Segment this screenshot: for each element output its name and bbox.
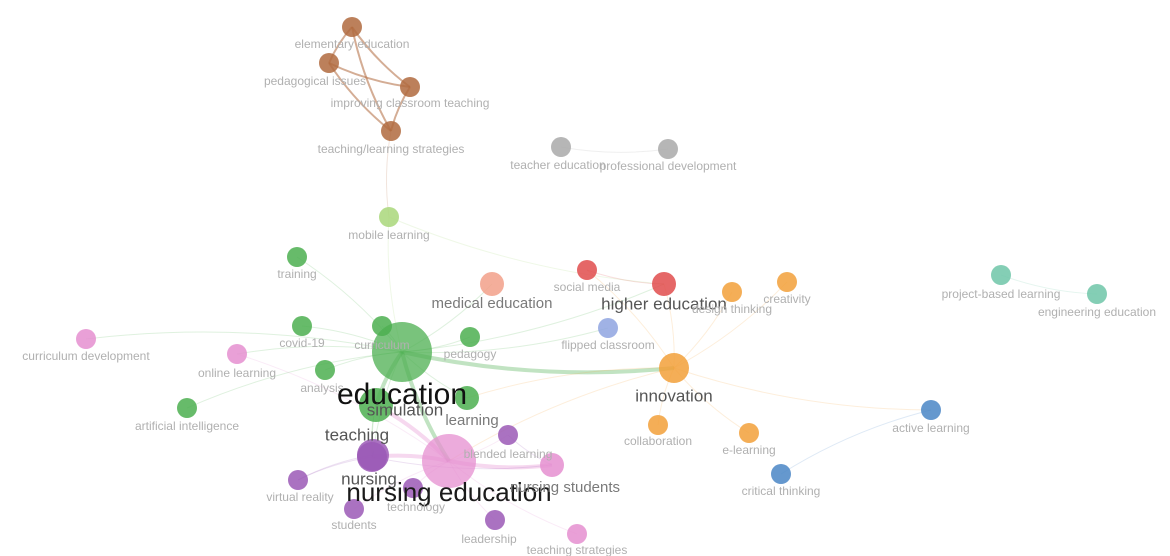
node-simulation[interactable]	[359, 388, 393, 422]
node-improving-classroom-teaching[interactable]	[400, 77, 420, 97]
edge-innovation-learning	[466, 367, 675, 399]
label-design-thinking: design thinking	[692, 302, 772, 316]
label-medical-education: medical education	[432, 295, 553, 312]
node-active-learning[interactable]	[921, 400, 941, 420]
label-elementary-education: elementary education	[295, 37, 410, 51]
edge-nursing-education-online-learning	[236, 353, 450, 462]
label-higher-education: higher education	[601, 294, 727, 313]
edge-education-innovation	[401, 350, 675, 375]
label-artificial-intelligence: artificial intelligence	[135, 419, 239, 433]
node-students[interactable]	[344, 499, 364, 519]
edge-innovation-creativity	[673, 281, 788, 369]
label-blended-learning: blended learning	[464, 447, 553, 461]
node-pedagogical-issues[interactable]	[319, 53, 339, 73]
label-learning: learning	[445, 412, 498, 429]
node-social-media[interactable]	[577, 260, 597, 280]
node-teaching-strategies[interactable]	[567, 524, 587, 544]
label-social-media: social media	[554, 280, 621, 294]
node-higher-education[interactable]	[652, 272, 676, 296]
label-creativity: creativity	[763, 292, 810, 306]
node-online-learning[interactable]	[227, 344, 247, 364]
label-students: students	[331, 518, 376, 532]
label-covid-19: covid-19	[279, 336, 325, 350]
node-design-thinking[interactable]	[722, 282, 742, 302]
label-collaboration: collaboration	[624, 434, 692, 448]
label-teaching-strategies: teaching strategies	[527, 543, 628, 556]
label-nursing-students: nursing students	[510, 479, 620, 496]
label-curriculum: curriculum	[354, 338, 409, 352]
node-nursing[interactable]	[357, 442, 387, 472]
node-learning[interactable]	[455, 386, 479, 410]
node-curriculum-development[interactable]	[76, 329, 96, 349]
node-pedagogy[interactable]	[460, 327, 480, 347]
label-pedagogy: pedagogy	[444, 347, 497, 361]
node-project-based-learning[interactable]	[991, 265, 1011, 285]
node-blended-learning[interactable]	[498, 425, 518, 445]
edge-mobile-learning-higher-education	[388, 216, 665, 285]
node-creativity[interactable]	[777, 272, 797, 292]
node-engineering-education[interactable]	[1087, 284, 1107, 304]
node-critical-thinking[interactable]	[771, 464, 791, 484]
label-technology: technology	[387, 500, 445, 514]
label-education: education	[337, 378, 467, 411]
node-flipped-classroom[interactable]	[598, 318, 618, 338]
node-technology[interactable]	[403, 478, 423, 498]
node-covid-19[interactable]	[292, 316, 312, 336]
label-curriculum-development: curriculum development	[22, 349, 150, 363]
label-teaching-learning-strategies: teaching/learning strategies	[318, 142, 465, 156]
node-elementary-education[interactable]	[342, 17, 362, 37]
network-nodes	[76, 17, 1107, 544]
node-virtual-reality[interactable]	[288, 470, 308, 490]
node-education[interactable]	[372, 322, 432, 382]
node-artificial-intelligence[interactable]	[177, 398, 197, 418]
edge-education-curriculum-development	[85, 331, 403, 353]
edge-elementary-education-teaching-learning-strategies	[351, 26, 392, 132]
node-e-learning[interactable]	[739, 423, 759, 443]
label-flipped-classroom: flipped classroom	[561, 338, 654, 352]
node-collaboration[interactable]	[648, 415, 668, 435]
node-mobile-learning[interactable]	[379, 207, 399, 227]
label-mobile-learning: mobile learning	[348, 228, 429, 242]
label-improving-classroom-teaching: improving classroom teaching	[331, 96, 490, 110]
network-labels: elementary education pedagogical issues im…	[22, 37, 1156, 556]
node-nursing-students[interactable]	[540, 453, 564, 477]
edge-innovation-nursing-education	[448, 367, 675, 462]
label-simulation: simulation	[367, 400, 444, 419]
label-e-learning: e-learning	[722, 443, 775, 457]
node-teaching-learning-strategies[interactable]	[381, 121, 401, 141]
label-virtual-reality: virtual reality	[266, 490, 333, 504]
node-professional-development[interactable]	[658, 139, 678, 159]
node-nursing-education[interactable]	[422, 434, 476, 488]
edge-teacher-education-professional-development	[560, 146, 669, 153]
label-project-based-learning: project-based learning	[942, 287, 1061, 301]
label-active-learning: active learning	[892, 421, 969, 435]
node-leadership[interactable]	[485, 510, 505, 530]
label-innovation: innovation	[635, 386, 713, 405]
label-leadership: leadership	[461, 532, 517, 546]
node-innovation[interactable]	[659, 353, 689, 383]
label-pedagogical-issues: pedagogical issues	[264, 74, 366, 88]
label-engineering-education: engineering education	[1038, 305, 1156, 319]
label-professional-development: professional development	[600, 159, 737, 173]
label-teacher-education: teacher education	[510, 158, 605, 172]
label-teaching: teaching	[325, 425, 389, 444]
label-analysis: analysis	[300, 381, 343, 395]
node-medical-education[interactable]	[480, 272, 504, 296]
label-critical-thinking: critical thinking	[742, 484, 821, 498]
label-nursing-education: nursing education	[346, 477, 551, 507]
edge-active-learning-critical-thinking	[780, 409, 932, 475]
label-online-learning: online learning	[198, 366, 276, 380]
node-training[interactable]	[287, 247, 307, 267]
edge-education-higher-education	[401, 283, 665, 353]
label-nursing: nursing	[341, 469, 397, 488]
edge-innovation-active-learning	[673, 367, 932, 411]
node-teacher-education[interactable]	[551, 137, 571, 157]
label-training: training	[277, 267, 316, 281]
node-analysis[interactable]	[315, 360, 335, 380]
